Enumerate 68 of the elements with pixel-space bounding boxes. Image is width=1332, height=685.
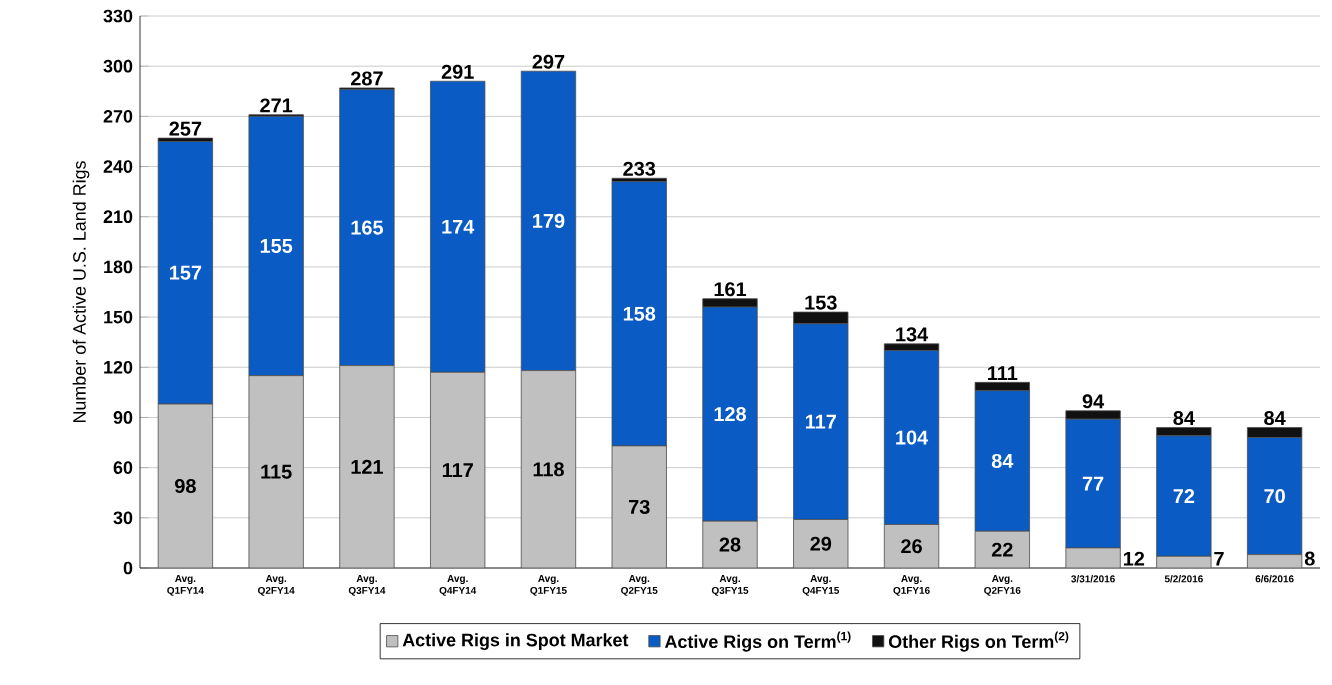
data-label: 28 [719,537,741,552]
data-label: 165 [351,220,383,235]
data-label: 8 [1304,551,1315,566]
y-tick-label: 180 [104,260,133,274]
data-label: 158 [623,306,656,321]
x-tick-label: 3/31/2016 [1071,575,1115,583]
data-label: 77 [1082,476,1104,491]
y-tick-label: 90 [113,411,133,424]
x-tick-label: Avg. Q3FY14 [348,575,386,596]
y-tick-label: 270 [103,110,133,123]
data-label: 155 [260,239,293,253]
total-label: 111 [988,366,1018,380]
total-label: 291 [441,64,474,79]
data-label: 73 [629,499,650,515]
x-tick-label: Avg. Q4FY14 [439,575,477,596]
data-label: 117 [805,414,836,429]
y-tick-label: 120 [104,360,133,374]
total-label: 84 [1264,411,1286,426]
data-label: 70 [1264,489,1285,504]
y-tick-label: 240 [103,160,133,173]
data-label: 104 [896,430,929,445]
x-tick-label: 5/2/2016 [1164,575,1203,583]
data-label: 157 [170,265,202,280]
y-tick-label: 300 [103,59,133,73]
total-label: 257 [169,121,202,136]
y-tick-label: 150 [104,310,133,324]
total-label: 287 [350,71,383,86]
data-label: 115 [261,464,292,479]
data-label: 22 [991,542,1013,557]
x-tick-label: Avg. Q1FY14 [167,575,204,596]
legend-label: Other Rigs on Term$^{(2)}$ [888,631,1069,652]
y-tick-label: 60 [113,461,133,474]
data-label: 174 [442,219,475,234]
total-label: 153 [805,295,837,310]
legend-label: Active Rigs in Spot Market [402,633,629,651]
data-label: 72 [1173,489,1195,504]
x-tick-label: Avg. Q1FY16 [893,575,930,596]
data-label: 128 [714,407,747,422]
data-label: 117 [442,463,473,477]
total-label: 297 [532,54,565,69]
data-label: 29 [810,536,832,551]
y-tick-label: 330 [103,9,133,23]
y-axis-title: Number of Active U.S. Land Rigs [72,161,90,423]
data-label: 179 [533,213,565,228]
total-label: 134 [896,327,929,342]
x-tick-label: Avg. Q2FY16 [984,575,1021,596]
y-tick-label: 30 [113,511,133,525]
data-label: 84 [991,453,1014,468]
data-label: 12 [1123,551,1145,566]
y-tick-label: 210 [103,210,133,224]
data-label: 26 [901,539,922,554]
x-tick-label: Avg. Q2FY15 [621,575,658,596]
total-label: 84 [1173,411,1195,426]
y-tick-label: 0 [123,561,133,575]
total-label: 94 [1082,394,1105,409]
x-tick-label: Avg. Q2FY14 [258,575,295,596]
data-label: 118 [533,462,564,477]
total-label: 271 [260,98,293,113]
legend-label: Active Rigs on Term$^{(1)}$ [664,631,851,652]
total-label: 161 [714,282,747,297]
data-label: 98 [174,478,196,494]
total-label: 233 [623,161,656,176]
x-tick-label: 6/6/2016 [1255,575,1294,583]
x-tick-label: Avg. Q3FY15 [711,575,749,596]
x-tick-label: Avg. Q4FY15 [802,575,840,596]
data-label: 7 [1214,551,1224,566]
x-tick-label: Avg. Q1FY15 [530,575,567,596]
data-label: 121 [351,459,383,474]
